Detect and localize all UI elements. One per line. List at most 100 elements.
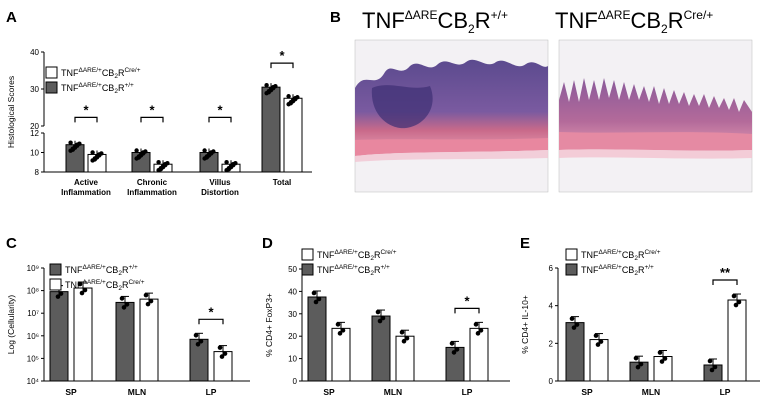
e-tick-label-2: 4: [549, 302, 554, 311]
a-tick-label-3: 20: [30, 122, 39, 131]
e-point-2-1-1: [736, 299, 742, 305]
e-tick-label-3: 6: [549, 264, 554, 273]
panel-letter-e: E: [520, 235, 530, 252]
legend-label-c-0-part-4: R: [122, 265, 129, 275]
a-category-label-1-1: Inflammation: [127, 188, 177, 197]
d-point-2-0-0: [449, 341, 455, 346]
e-point-2-0-1: [712, 364, 718, 370]
e-point-0-0-2: [571, 325, 577, 330]
legend-label-e-0-part-0: TNF: [581, 250, 599, 260]
e-point-0-0-0: [569, 316, 575, 321]
panel-letter-a: A: [6, 9, 17, 26]
a-bar-3-0: [261, 86, 281, 173]
a-2-0-point-0: [202, 148, 207, 153]
a-sig-3-star: *: [279, 48, 285, 63]
legend-label-d-0-part-1: ΔARE/+: [335, 249, 359, 256]
legend-label-d-0-part-0: TNF: [317, 250, 335, 260]
legend-label-a-0-part-5: Cre/+: [124, 67, 140, 74]
e-point-1-1-0: [657, 350, 663, 355]
histology-image-wt: [354, 39, 549, 193]
histology-image-ko: [558, 39, 753, 193]
c-point-2-0-1: [198, 339, 204, 344]
legend-label-a-1-part-2: CB: [102, 83, 115, 93]
panel-letter-c: C: [6, 235, 17, 252]
d-bar-1-0: [371, 315, 391, 382]
c-point-2-1-1: [222, 351, 228, 356]
c-sig-2-star: *: [208, 304, 214, 319]
a-2-1-point-8: [231, 162, 236, 167]
d-point-0-1-2: [337, 331, 343, 336]
c-point-0-1-0: [77, 281, 83, 287]
c-category-label-2: LP: [206, 387, 217, 397]
d-tick-label-3: 30: [288, 310, 297, 319]
c-point-0-1-2: [79, 290, 85, 296]
legend-label-e-1-part-2: CB: [622, 265, 635, 275]
a-category-label-0-0: Active: [74, 178, 99, 187]
a-2-1-point-0: [224, 160, 229, 165]
panel-b-left-title-sup: ΔARE: [405, 8, 438, 22]
c-sig-2-bracket: [198, 318, 224, 325]
legend-label-c-1-part-5: Cre/+: [128, 279, 144, 286]
d-tick-label-4: 40: [288, 287, 297, 296]
c-tick-label-4: 10⁸: [27, 287, 39, 296]
legend-swatch-d-1: [301, 263, 314, 276]
e-tick-label-0: 0: [549, 377, 554, 386]
c-point-0-0-1: [58, 291, 64, 296]
d-bar-0-0: [307, 296, 327, 382]
a-bar-3-1: [283, 97, 303, 173]
e-sig-2-bracket: [712, 279, 738, 286]
e-point-1-1-1: [662, 356, 668, 361]
a-category-label-1-0: Chronic: [137, 178, 168, 187]
e-y-axis-label: % CD4+ IL-10+: [520, 295, 530, 354]
a-category-label-0-1: Inflammation: [61, 188, 111, 197]
legend-label-a-0-part-3: 2: [114, 73, 118, 80]
e-point-1-0-1: [638, 361, 644, 367]
legend-label-a-0-part-2: CB: [102, 68, 115, 78]
a-sig-2-star: *: [217, 102, 223, 117]
a-sig-0-star: *: [83, 102, 89, 117]
a-tick-label-5: 40: [30, 48, 39, 57]
legend-label-a-1: TNFΔARE/+CB2R+/+: [61, 82, 134, 95]
d-point-2-0-1: [454, 347, 460, 352]
legend-label-a-0-part-4: R: [118, 68, 125, 78]
legend-label-e-0-part-1: ΔARE/+: [599, 249, 623, 256]
e-bar-2-1: [727, 299, 747, 382]
e-point-2-1-2: [733, 302, 739, 308]
a-tick-label-0: 8: [35, 168, 40, 177]
a-tick-label-2: 12: [30, 129, 39, 138]
panel-b-left-title-mid: CB: [437, 8, 468, 33]
c-point-0-1-1: [82, 287, 88, 293]
legend-label-c-0-part-5: +/+: [128, 264, 138, 271]
a-tick-label-1: 10: [30, 149, 39, 158]
e-category-label-1: MLN: [642, 387, 660, 397]
c-point-2-0-0: [193, 333, 199, 338]
e-point-2-0-2: [709, 367, 715, 373]
c-point-1-0-1: [124, 302, 130, 307]
legend-label-d-1-part-2: CB: [358, 265, 371, 275]
d-point-2-1-0: [473, 322, 479, 327]
d-point-2-1-2: [475, 331, 481, 336]
legend-label-d-0-part-4: R: [374, 250, 381, 260]
e-bar-0-0: [565, 322, 585, 382]
d-point-0-0-2: [313, 299, 319, 305]
e-point-1-1-2: [659, 359, 665, 364]
d-bar-0-1: [331, 327, 351, 382]
legend-label-d-1-part-3: 2: [370, 270, 374, 277]
e-point-1-0-2: [635, 364, 641, 370]
d-point-1-0-1: [380, 315, 386, 321]
c-point-1-0-0: [119, 296, 125, 301]
legend-label-e-1-part-0: TNF: [581, 265, 599, 275]
a-0-1-point-0: [90, 150, 95, 155]
d-point-1-0-0: [375, 309, 381, 315]
legend-label-e-1-part-4: R: [638, 265, 645, 275]
e-point-0-1-2: [595, 342, 601, 347]
d-y-axis-label: % CD4+ FoxP3+: [264, 293, 274, 357]
legend-label-e-1-part-1: ΔARE/+: [599, 264, 623, 271]
a-3-1-point-0: [286, 94, 291, 99]
panel-b-right-title-sub: 2: [661, 22, 668, 36]
e-point-0-1-1: [598, 339, 604, 344]
d-point-0-0-0: [311, 290, 317, 296]
legend-label-e-0-part-4: R: [638, 250, 645, 260]
